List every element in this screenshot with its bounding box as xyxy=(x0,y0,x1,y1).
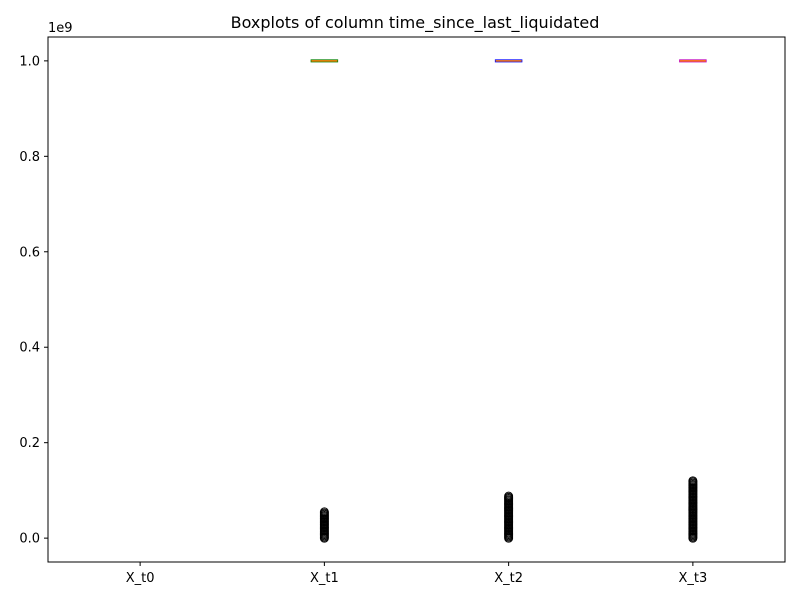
y-axis-offset-label: 1e9 xyxy=(48,21,73,36)
chart-title: Boxplots of column time_since_last_liqui… xyxy=(231,13,600,33)
y-tick-label-4: 0.8 xyxy=(19,150,40,165)
outlier-X_t1-22 xyxy=(319,507,329,517)
x-tick-label-0: X_t0 xyxy=(126,571,155,586)
y-tick-label-5: 1.0 xyxy=(19,54,40,69)
x-tick-label-2: X_t2 xyxy=(494,571,523,586)
x-tick-label-1: X_t1 xyxy=(310,571,339,586)
outlier-X_t2-35 xyxy=(504,491,514,501)
y-tick-label-0: 0.0 xyxy=(19,532,40,547)
axes-frame xyxy=(47,36,786,563)
outlier-X_t3-48 xyxy=(688,476,698,486)
y-tick-label-2: 0.4 xyxy=(19,341,40,356)
y-tick-label-3: 0.6 xyxy=(19,245,40,260)
x-tick-label-3: X_t3 xyxy=(678,571,707,586)
plot-area: 0.0 0.2 0.4 0.6 0.8 1.0 X_t0 X_t1 X_t2 X_t3 xyxy=(19,36,786,586)
y-tick-label-1: 0.2 xyxy=(19,436,40,451)
